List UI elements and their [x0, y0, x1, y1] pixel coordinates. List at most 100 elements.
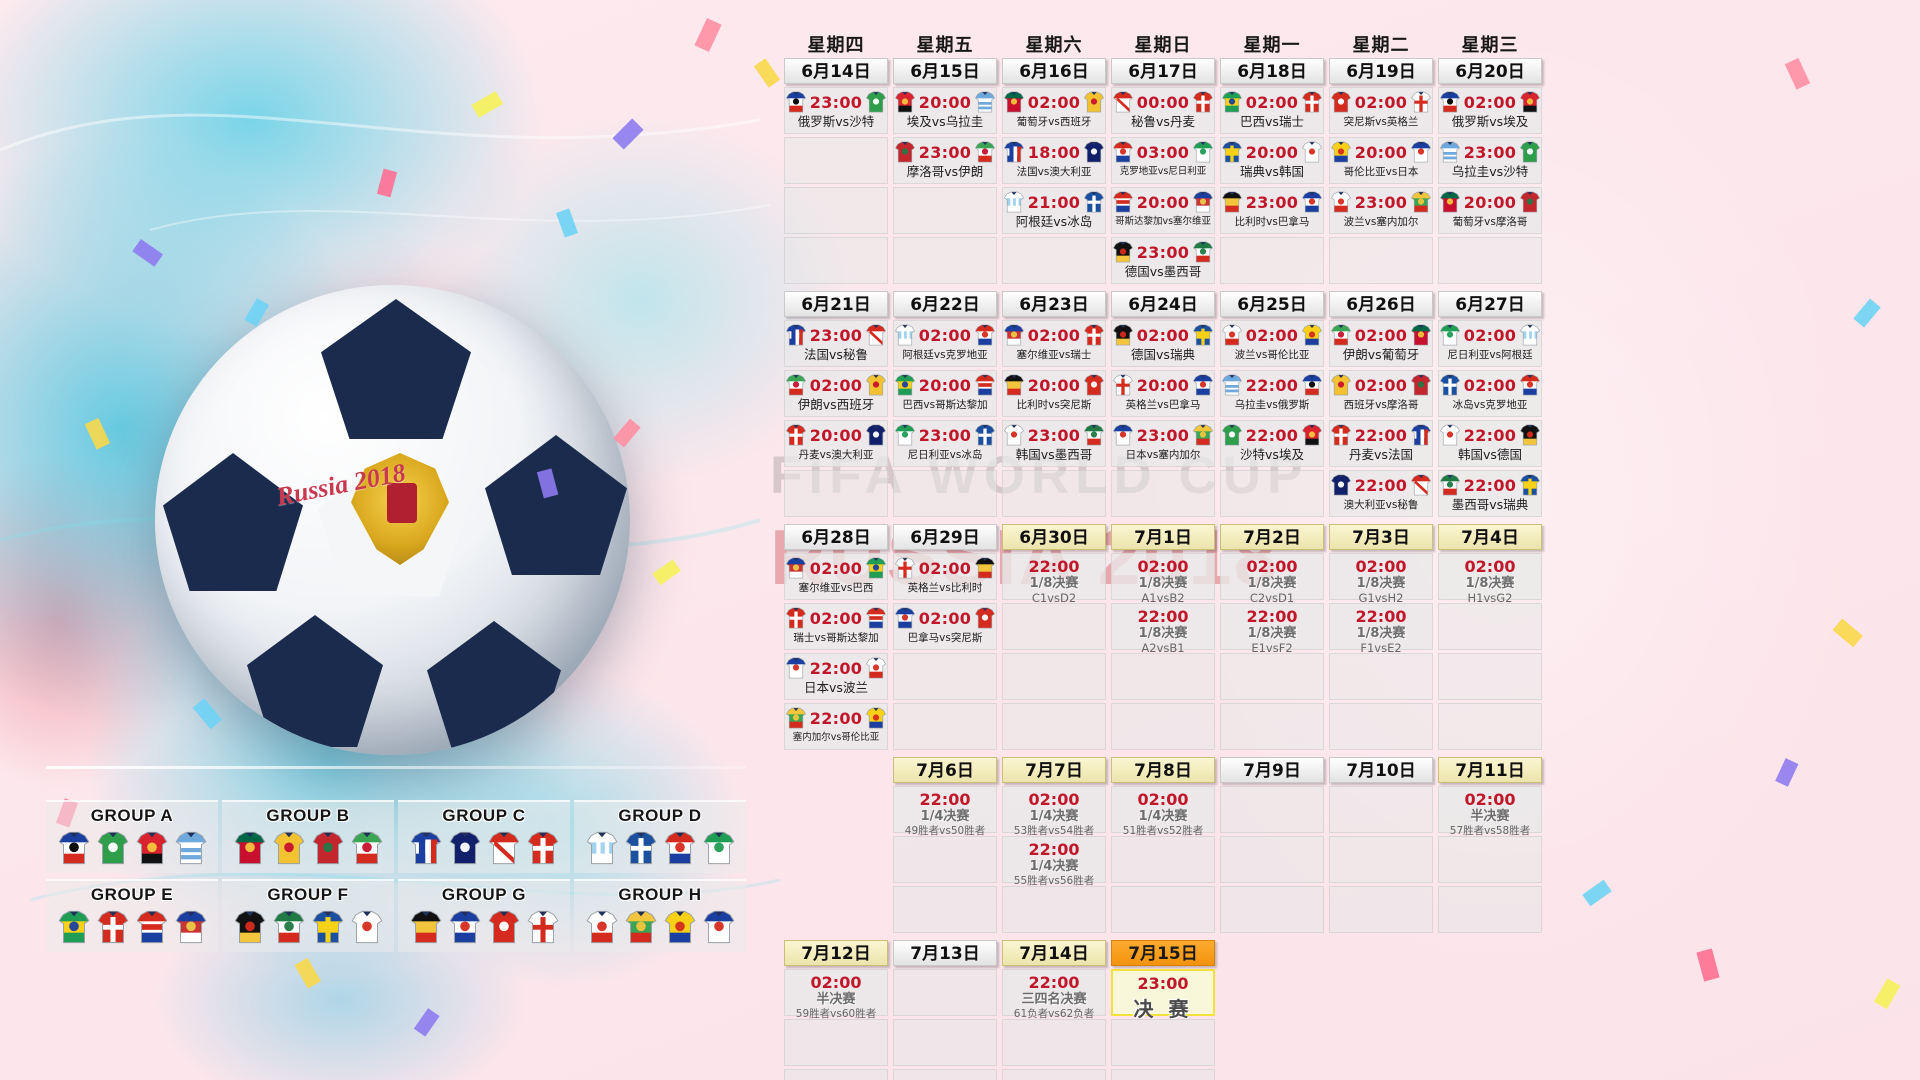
- date-header[interactable]: 7月13日: [893, 940, 997, 966]
- group-match-cell[interactable]: 22:00 塞内加尔vs哥伦比亚: [784, 703, 888, 750]
- day-column[interactable]: 星期四 6月14日 23:00 俄罗斯vs沙特: [784, 34, 888, 287]
- date-header[interactable]: 6月22日: [893, 291, 997, 317]
- date-header[interactable]: 7月10日: [1329, 757, 1433, 783]
- day-column[interactable]: 7月9日: [1220, 757, 1324, 936]
- group-match-cell[interactable]: 02:00 瑞士vs哥斯达黎加: [784, 603, 888, 650]
- date-header[interactable]: 6月14日: [784, 58, 888, 84]
- day-column[interactable]: 星期日 6月17日 00:00 秘鲁vs丹麦 03:00: [1111, 34, 1215, 287]
- day-column[interactable]: 7月6日 22:00 1/4决赛 49胜者vs50胜者: [893, 757, 997, 936]
- date-header[interactable]: 7月4日: [1438, 524, 1542, 550]
- day-column[interactable]: 7月10日: [1329, 757, 1433, 936]
- day-column[interactable]: 6月26日 02:00 伊朗vs葡萄牙 02:00: [1329, 291, 1433, 520]
- date-header[interactable]: 6月23日: [1002, 291, 1106, 317]
- group-box-g[interactable]: GROUP G: [398, 879, 570, 952]
- day-column[interactable]: 7月14日 22:00 三四名决赛 61负者vs62负者: [1002, 940, 1106, 1080]
- group-match-cell[interactable]: 21:00 阿根廷vs冰岛: [1002, 187, 1106, 234]
- date-header[interactable]: 6月25日: [1220, 291, 1324, 317]
- knockout-match-cell[interactable]: 22:00 1/4决赛 49胜者vs50胜者: [893, 786, 997, 837]
- group-match-cell[interactable]: 02:00 阿根廷vs克罗地亚: [893, 320, 997, 367]
- knockout-match-cell[interactable]: 22:00 1/4决赛 55胜者vs56胜者: [1002, 836, 1106, 887]
- group-match-cell[interactable]: 00:00 秘鲁vs丹麦: [1111, 87, 1215, 134]
- day-column[interactable]: 6月25日 02:00 波兰vs哥伦比亚 22:00: [1220, 291, 1324, 520]
- date-header[interactable]: 7月3日: [1329, 524, 1433, 550]
- date-header[interactable]: 6月20日: [1438, 58, 1542, 84]
- group-match-cell[interactable]: 23:00 日本vs塞内加尔: [1111, 420, 1215, 467]
- group-match-cell[interactable]: 03:00 克罗地亚vs尼日利亚: [1111, 137, 1215, 184]
- group-match-cell[interactable]: 20:00 哥伦比亚vs日本: [1329, 137, 1433, 184]
- group-match-cell[interactable]: 20:00 哥斯达黎加vs塞尔维亚: [1111, 187, 1215, 234]
- group-match-cell[interactable]: 02:00 突尼斯vs英格兰: [1329, 87, 1433, 134]
- knockout-match-cell[interactable]: 22:00 1/8决赛 C1vsD2: [1002, 553, 1106, 605]
- date-header[interactable]: 6月29日: [893, 524, 997, 550]
- date-header[interactable]: 6月30日: [1002, 524, 1106, 550]
- knockout-match-cell[interactable]: 02:00 半决赛 59胜者vs60胜者: [784, 969, 888, 1020]
- group-match-cell[interactable]: 23:00 韩国vs墨西哥: [1002, 420, 1106, 467]
- group-match-cell[interactable]: 22:00 韩国vs德国: [1438, 420, 1542, 467]
- date-header[interactable]: 7月9日: [1220, 757, 1324, 783]
- date-header[interactable]: 7月15日: [1111, 940, 1215, 966]
- group-match-cell[interactable]: 23:00 比利时vs巴拿马: [1220, 187, 1324, 234]
- group-match-cell[interactable]: 02:00 伊朗vs葡萄牙: [1329, 320, 1433, 367]
- group-match-cell[interactable]: 20:00 丹麦vs澳大利亚: [784, 420, 888, 467]
- date-header[interactable]: 6月27日: [1438, 291, 1542, 317]
- knockout-match-cell[interactable]: 22:00 1/8决赛 F1vsE2: [1329, 603, 1433, 655]
- date-header[interactable]: 6月19日: [1329, 58, 1433, 84]
- group-match-cell[interactable]: 22:00 丹麦vs法国: [1329, 420, 1433, 467]
- group-match-cell[interactable]: 23:00 法国vs秘鲁: [784, 320, 888, 367]
- knockout-match-cell[interactable]: 02:00 1/4决赛 51胜者vs52胜者: [1111, 786, 1215, 837]
- day-column[interactable]: 星期二 6月19日 02:00 突尼斯vs英格兰 20:00: [1329, 34, 1433, 287]
- date-header[interactable]: 7月8日: [1111, 757, 1215, 783]
- day-column[interactable]: 星期五 6月15日 20:00 埃及vs乌拉圭 23:00: [893, 34, 997, 287]
- group-box-f[interactable]: GROUP F: [222, 879, 394, 952]
- day-column[interactable]: 星期一 6月18日 02:00 巴西vs瑞士 20:00: [1220, 34, 1324, 287]
- date-header[interactable]: 6月28日: [784, 524, 888, 550]
- group-match-cell[interactable]: 23:00 德国vs墨西哥: [1111, 237, 1215, 284]
- day-column[interactable]: 星期三 6月20日 02:00 俄罗斯vs埃及 23:00: [1438, 34, 1542, 287]
- final-match-cell[interactable]: 23:00 决 赛: [1111, 969, 1215, 1021]
- group-match-cell[interactable]: 02:00 英格兰vs比利时: [893, 553, 997, 600]
- group-match-cell[interactable]: 02:00 葡萄牙vs西班牙: [1002, 87, 1106, 134]
- group-match-cell[interactable]: 02:00 德国vs瑞典: [1111, 320, 1215, 367]
- date-header[interactable]: 7月12日: [784, 940, 888, 966]
- date-header[interactable]: 7月2日: [1220, 524, 1324, 550]
- date-header[interactable]: 7月1日: [1111, 524, 1215, 550]
- group-box-e[interactable]: GROUP E: [46, 879, 218, 952]
- date-header[interactable]: 7月7日: [1002, 757, 1106, 783]
- group-box-b[interactable]: GROUP B: [222, 800, 394, 873]
- day-column[interactable]: 7月11日 02:00 半决赛 57胜者vs58胜者: [1438, 757, 1542, 936]
- group-match-cell[interactable]: 02:00 西班牙vs摩洛哥: [1329, 370, 1433, 417]
- day-column[interactable]: 7月12日 02:00 半决赛 59胜者vs60胜者: [784, 940, 888, 1080]
- group-match-cell[interactable]: 22:00 墨西哥vs瑞典: [1438, 470, 1542, 517]
- group-match-cell[interactable]: 02:00 塞尔维亚vs瑞士: [1002, 320, 1106, 367]
- group-box-c[interactable]: GROUP C: [398, 800, 570, 873]
- knockout-match-cell[interactable]: 22:00 1/8决赛 A2vsB1: [1111, 603, 1215, 655]
- day-column[interactable]: 6月21日 23:00 法国vs秘鲁 02:00: [784, 291, 888, 520]
- date-header[interactable]: 6月16日: [1002, 58, 1106, 84]
- day-column[interactable]: 6月27日 02:00 尼日利亚vs阿根廷 02:00: [1438, 291, 1542, 520]
- group-match-cell[interactable]: 20:00 葡萄牙vs摩洛哥: [1438, 187, 1542, 234]
- day-column[interactable]: 6月23日 02:00 塞尔维亚vs瑞士 20:00: [1002, 291, 1106, 520]
- group-match-cell[interactable]: 02:00 波兰vs哥伦比亚: [1220, 320, 1324, 367]
- date-header[interactable]: 7月14日: [1002, 940, 1106, 966]
- day-column[interactable]: 7月7日 02:00 1/4决赛 53胜者vs54胜者 22:00 1/4决赛 55胜者vs…: [1002, 757, 1106, 936]
- knockout-match-cell[interactable]: 02:00 1/8决赛 A1vsB2: [1111, 553, 1215, 605]
- group-match-cell[interactable]: 23:00 尼日利亚vs冰岛: [893, 420, 997, 467]
- date-header[interactable]: 7月6日: [893, 757, 997, 783]
- day-column[interactable]: 7月3日 02:00 1/8决赛 G1vsH2 22:00 1/8决赛 F1vsE2: [1329, 524, 1433, 753]
- knockout-match-cell[interactable]: 02:00 1/4决赛 53胜者vs54胜者: [1002, 786, 1106, 837]
- group-match-cell[interactable]: 22:00 乌拉圭vs俄罗斯: [1220, 370, 1324, 417]
- group-match-cell[interactable]: 23:00 乌拉圭vs沙特: [1438, 137, 1542, 184]
- group-match-cell[interactable]: 20:00 比利时vs突尼斯: [1002, 370, 1106, 417]
- date-header[interactable]: 7月11日: [1438, 757, 1542, 783]
- date-header[interactable]: 6月17日: [1111, 58, 1215, 84]
- day-column[interactable]: 7月13日: [893, 940, 997, 1080]
- date-header[interactable]: 6月15日: [893, 58, 997, 84]
- day-column[interactable]: 6月24日 02:00 德国vs瑞典 20:00: [1111, 291, 1215, 520]
- group-box-a[interactable]: GROUP A: [46, 800, 218, 873]
- date-header[interactable]: 6月24日: [1111, 291, 1215, 317]
- knockout-match-cell[interactable]: 22:00 三四名决赛 61负者vs62负者: [1002, 969, 1106, 1020]
- date-header[interactable]: 6月18日: [1220, 58, 1324, 84]
- group-match-cell[interactable]: 23:00 俄罗斯vs沙特: [784, 87, 888, 134]
- knockout-match-cell[interactable]: 02:00 1/8决赛 G1vsH2: [1329, 553, 1433, 605]
- group-match-cell[interactable]: 20:00 巴西vs哥斯达黎加: [893, 370, 997, 417]
